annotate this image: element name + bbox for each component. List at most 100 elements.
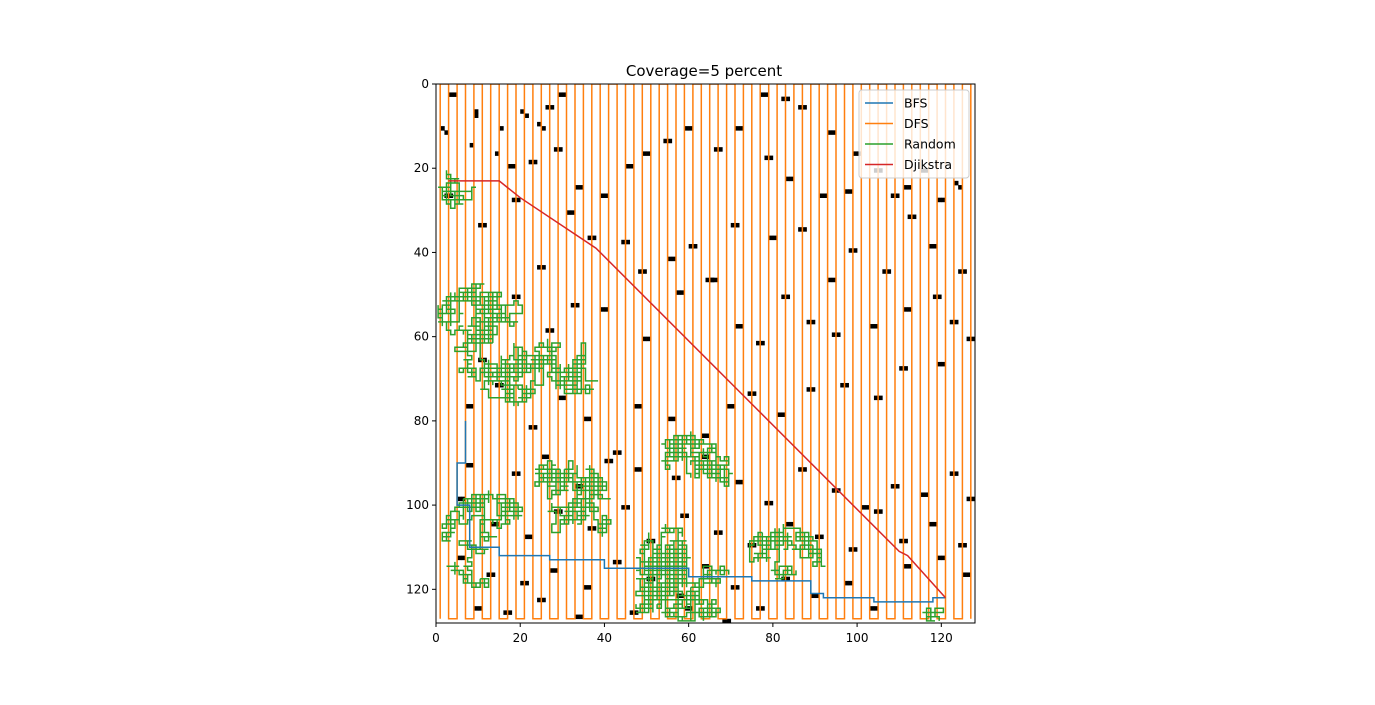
obstacle-cell (823, 193, 828, 198)
x-tick-label: 60 (681, 631, 696, 645)
obstacle-cell (520, 109, 525, 114)
obstacle-cell (806, 319, 812, 325)
obstacle-cell (734, 324, 740, 329)
obstacle-cell (448, 92, 454, 97)
obstacle-cell (713, 530, 719, 535)
obstacle-cell (667, 256, 673, 262)
obstacle-cell (785, 576, 791, 582)
obstacle-cell (970, 496, 975, 502)
obstacle-cell (684, 513, 689, 519)
obstacle-cell (532, 159, 538, 165)
x-tick-label: 100 (846, 631, 869, 645)
y-tick-label: 100 (406, 498, 429, 512)
obstacle-cell (671, 416, 677, 422)
obstacle-cell (587, 585, 593, 590)
obstacle-cell (726, 404, 732, 409)
obstacle-cell (734, 126, 740, 131)
obstacle-cell (537, 265, 542, 270)
obstacle-cell (764, 500, 769, 506)
obstacle-cell (903, 307, 908, 312)
obstacle-cell (701, 433, 706, 439)
y-tick-label: 60 (414, 330, 429, 344)
y-tick-label: 40 (414, 245, 429, 259)
obstacle-cell (680, 513, 685, 519)
series-layer (437, 84, 972, 622)
obstacle-cell (768, 155, 774, 161)
obstacle-cell (642, 336, 647, 342)
obstacle-cell (621, 239, 626, 245)
obstacle-cell (831, 277, 837, 283)
obstacle-cell (756, 340, 761, 346)
obstacle-cell (949, 319, 955, 325)
obstacle-cell (465, 462, 470, 468)
obstacle-cell (499, 126, 504, 131)
obstacle-cell (558, 147, 563, 152)
obstacle-cell (558, 395, 563, 401)
obstacle-cell (958, 542, 963, 548)
obstacle-cell (478, 606, 483, 611)
obstacle-cell (625, 164, 631, 169)
obstacle-cell (473, 109, 479, 114)
obstacle-cell (545, 328, 550, 333)
obstacle-cell (844, 382, 849, 388)
obstacle-cell (549, 105, 555, 110)
legend-label-bfs: BFS (904, 96, 928, 111)
obstacle-cell (768, 235, 774, 241)
obstacle-cell (726, 618, 732, 623)
obstacle-cell (836, 332, 841, 337)
obstacle-cell (958, 269, 963, 274)
obstacle-cell (789, 521, 795, 527)
obstacle-cell (465, 404, 470, 409)
obstacle-cell (814, 593, 820, 599)
series-line-random (437, 170, 945, 622)
obstacle-cell (937, 555, 942, 561)
obstacle-cell (570, 302, 576, 308)
obstacle-cell (642, 151, 647, 156)
obstacle-cell (524, 534, 529, 540)
obstacle-cell (574, 302, 580, 308)
obstacle-cell (785, 176, 791, 182)
legend-label-random: Random (904, 137, 956, 152)
obstacle-cell (869, 324, 875, 329)
obstacle-cell (528, 159, 534, 165)
obstacle-cell (587, 526, 593, 531)
obstacle-cell (806, 387, 812, 392)
obstacle-cell (739, 479, 744, 485)
obstacle-cell (604, 193, 609, 198)
obstacle-cell (718, 147, 723, 152)
obstacle-cell (785, 96, 791, 102)
obstacle-cell (924, 492, 929, 497)
obstacle-cell (819, 193, 824, 198)
obstacle-cell (894, 193, 900, 198)
obstacle-cell (890, 484, 896, 489)
obstacle-cell (848, 189, 854, 194)
obstacle-cell (852, 151, 858, 156)
obstacle-cell (781, 96, 786, 102)
obstacle-cell (878, 509, 883, 514)
obstacle-cell (646, 151, 652, 156)
obstacle-cell (962, 269, 967, 274)
legend: BFS DFS Random Djikstra (858, 89, 970, 179)
obstacle-cell (768, 500, 774, 506)
obstacle-cell (785, 521, 791, 527)
obstacle-cell (831, 130, 837, 135)
obstacle-cell (469, 404, 475, 409)
x-tick-label: 80 (765, 631, 780, 645)
obstacle-cell (494, 151, 500, 156)
y-tick-label: 20 (414, 161, 429, 175)
obstacle-cell (840, 382, 845, 388)
obstacle-cell (747, 391, 753, 396)
obstacle-cell (705, 433, 711, 439)
obstacle-cell (562, 92, 567, 97)
obstacle-cell (814, 534, 820, 540)
obstacle-cell (848, 547, 854, 552)
obstacle-cell (886, 269, 892, 274)
obstacle-cell (760, 340, 765, 346)
obstacle-cell (537, 597, 542, 603)
obstacle-cell (663, 138, 668, 144)
obstacle-cell (739, 126, 744, 131)
obstacle-cell (932, 244, 938, 249)
obstacle-cell (671, 475, 677, 481)
obstacle-cell (903, 564, 908, 569)
obstacle-cell (524, 113, 529, 118)
